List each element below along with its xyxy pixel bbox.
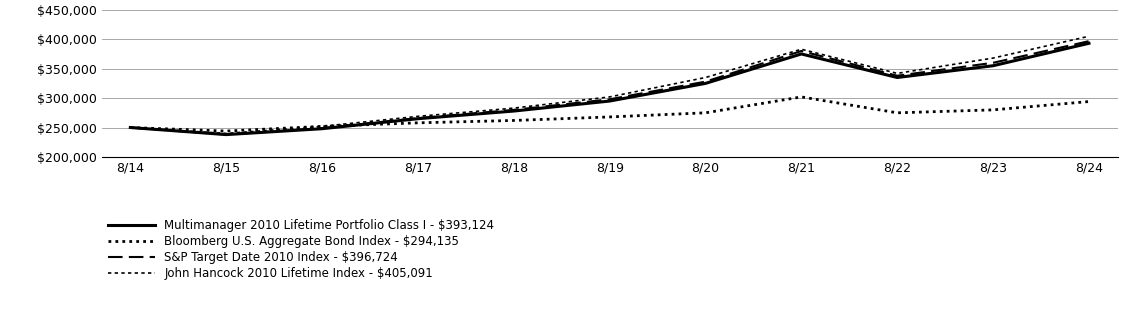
Legend: Multimanager 2010 Lifetime Portfolio Class I - $393,124, Bloomberg U.S. Aggregat: Multimanager 2010 Lifetime Portfolio Cla… bbox=[107, 219, 495, 280]
